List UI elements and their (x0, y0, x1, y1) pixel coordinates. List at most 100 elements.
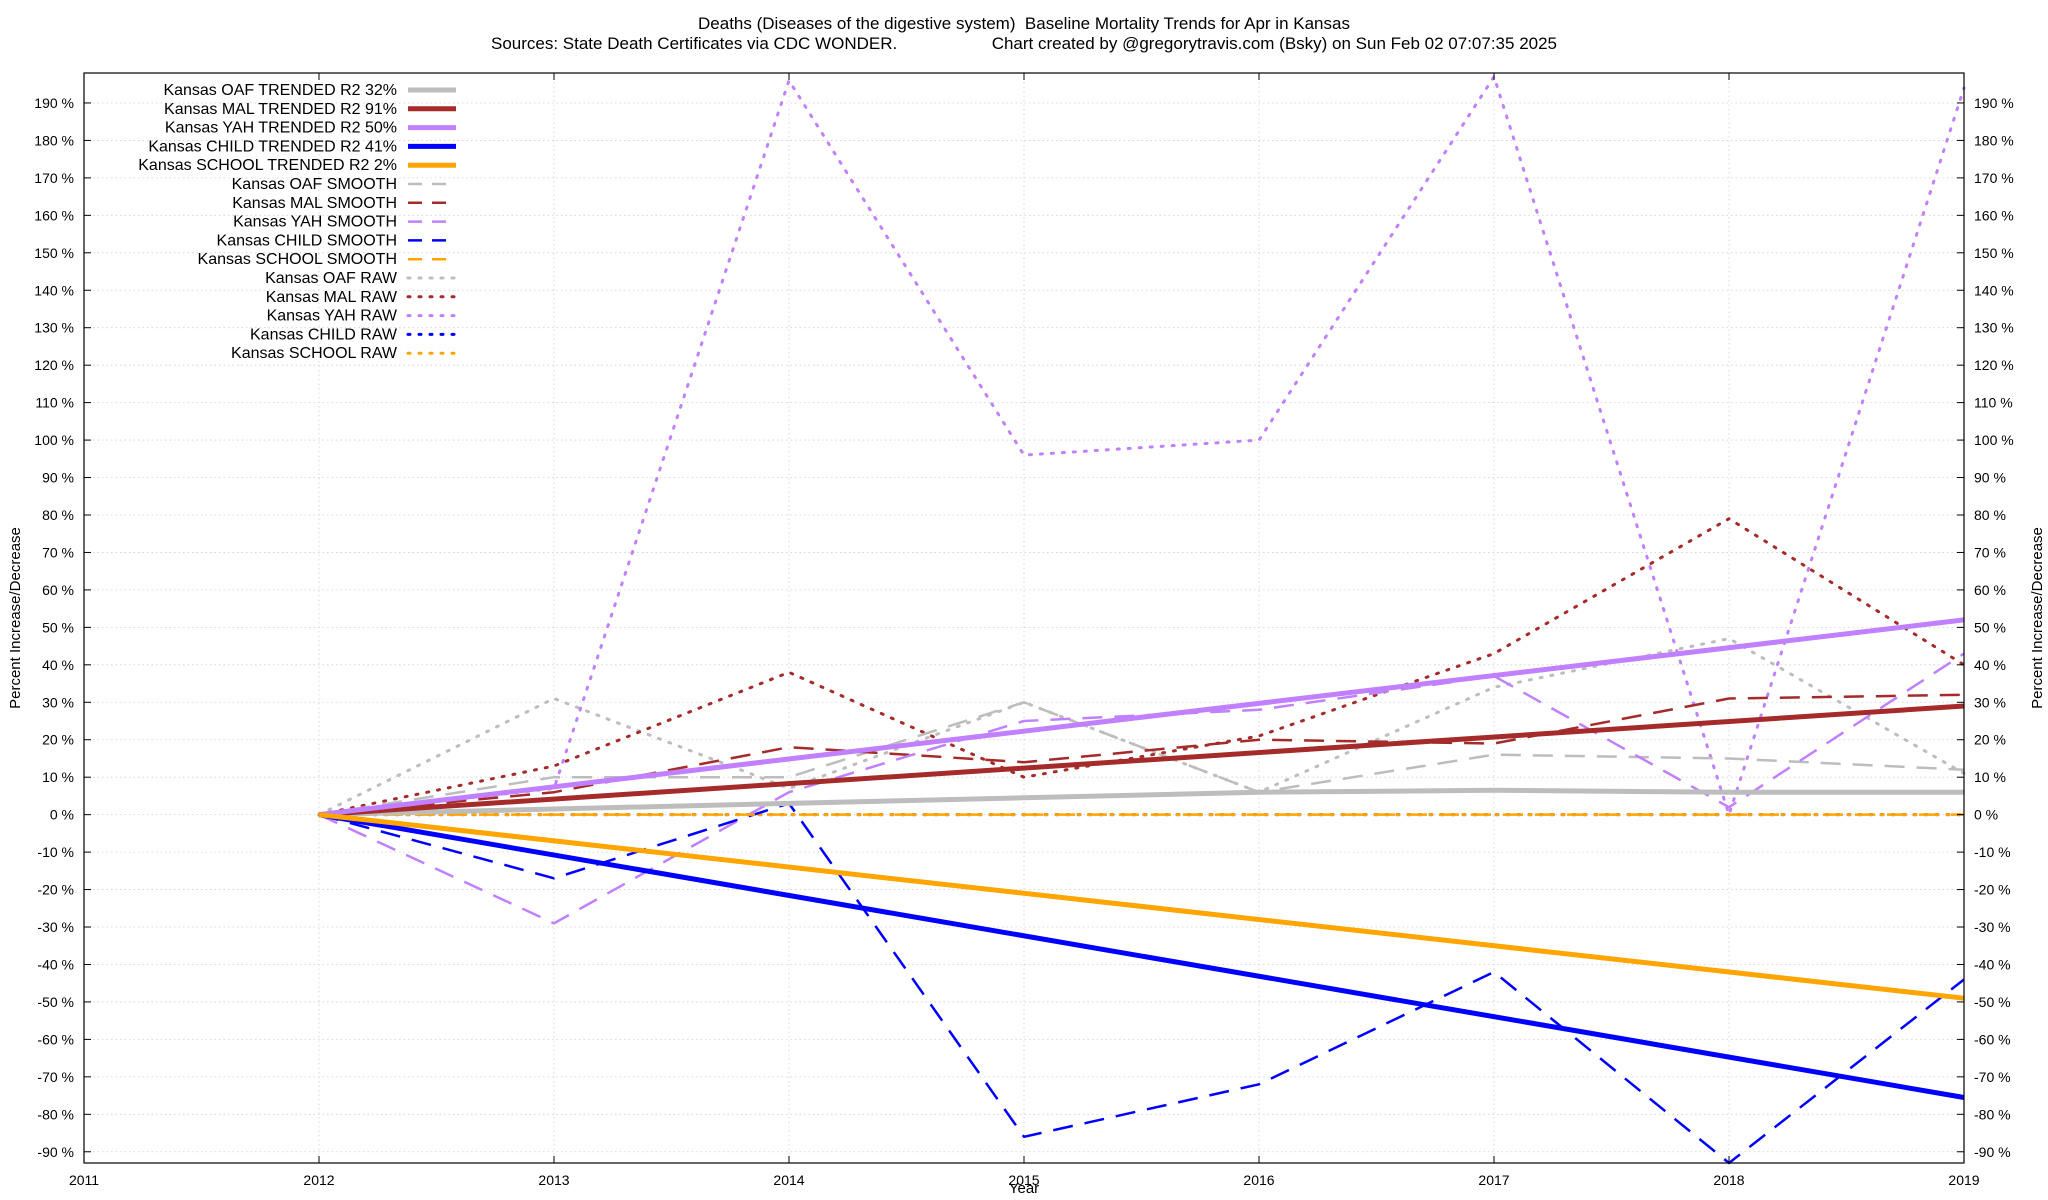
y2-tick-label: 80 % (1974, 507, 2006, 523)
series-line-13 (317, 75, 1966, 817)
legend-label: Kansas YAH TRENDED R2 50% (165, 120, 397, 137)
legend-label: Kansas SCHOOL RAW (231, 345, 398, 362)
y-tick-label: -10 % (37, 844, 74, 860)
y-tick-label: -60 % (37, 1031, 74, 1047)
x-tick-label: 2014 (773, 1172, 804, 1188)
legend-label: Kansas SCHOOL TRENDED R2 2% (138, 157, 397, 174)
y-tick-label: 30 % (42, 694, 74, 710)
y-tick-label: -30 % (37, 919, 74, 935)
y2-tick-label: -30 % (1974, 919, 2011, 935)
y2-tick-label: -60 % (1974, 1031, 2011, 1047)
x-tick-label: 2015 (1008, 1172, 1039, 1188)
y2-tick-label: 60 % (1974, 582, 2006, 598)
y2-tick-label: -50 % (1974, 994, 2011, 1010)
y2-tick-label: 140 % (1974, 282, 2014, 298)
y2-tick-label: 180 % (1974, 132, 2014, 148)
y2-tick-label: 190 % (1974, 95, 2014, 111)
legend-label: Kansas OAF RAW (265, 270, 398, 287)
x-axis-label: Year (1009, 1180, 1039, 1197)
y2-tick-label: -40 % (1974, 956, 2011, 972)
y-tick-label: 170 % (34, 170, 74, 186)
x-tick-label: 2011 (69, 1172, 99, 1188)
legend-label: Kansas CHILD TRENDED R2 41% (148, 138, 397, 155)
series-line-9 (318, 802, 1965, 1165)
y-tick-label: 140 % (34, 282, 74, 298)
y2-tick-label: 110 % (1974, 395, 2013, 411)
x-tick-label: 2016 (1243, 1172, 1274, 1188)
y2-tick-label: 40 % (1974, 657, 2006, 673)
y-tick-label: 160 % (34, 207, 74, 223)
series-line-2 (318, 703, 1965, 818)
y2-tick-label: 10 % (1974, 769, 2006, 785)
credit-text: Chart created by @gregorytravis.com (Bsk… (991, 34, 1558, 53)
y-tick-label: -20 % (37, 882, 74, 898)
series-line-5 (318, 812, 1965, 1001)
legend-label: Kansas MAL RAW (266, 289, 398, 306)
legend-label: Kansas CHILD SMOOTH (217, 232, 397, 249)
legend-label: Kansas MAL TRENDED R2 91% (164, 101, 397, 118)
legend-label: Kansas YAH SMOOTH (233, 214, 397, 231)
y-tick-label: 150 % (34, 245, 74, 261)
legend: Kansas OAF TRENDED R2 32% Kansas MAL TREN… (138, 82, 458, 362)
legend-label: Kansas CHILD RAW (250, 326, 398, 343)
y2-tick-label: 70 % (1974, 544, 2006, 560)
y-tick-label: -40 % (37, 956, 74, 972)
x-tick-label: 2018 (1713, 1172, 1744, 1188)
sources-text: Sources: State Death Certificates via CD… (490, 34, 898, 53)
y-tick-label: 10 % (42, 769, 74, 785)
y2-tick-label: 160 % (1974, 207, 2014, 223)
series-line-3 (318, 617, 1965, 818)
y-tick-label: -90 % (37, 1144, 74, 1160)
x-tick-label: 2013 (538, 1172, 569, 1188)
y-tick-label: 50 % (42, 619, 74, 635)
y-tick-label: 60 % (42, 582, 74, 598)
legend-label: Kansas OAF SMOOTH (232, 176, 397, 193)
y2-tick-label: 150 % (1974, 245, 2014, 261)
y-tick-label: 130 % (34, 320, 74, 336)
series-lines (317, 75, 1966, 1165)
y-tick-label: 20 % (42, 732, 74, 748)
series-line-6 (318, 701, 1965, 816)
x-tick-label: 2019 (1948, 1172, 1979, 1188)
y-tick-label: 110 % (35, 395, 74, 411)
legend-label: Kansas MAL SMOOTH (232, 195, 397, 212)
y-tick-label: 120 % (34, 357, 74, 373)
series-line-4 (318, 812, 1965, 1100)
y2-tick-label: 170 % (1974, 170, 2014, 186)
y2-tick-label: -80 % (1974, 1106, 2011, 1122)
y2-tick-label: -90 % (1974, 1144, 2011, 1160)
axis-ticks: -90 % -90 % -80 % -80 % -70 % -70 % -60 % -60 %… (34, 73, 2014, 1188)
y-tick-label: -70 % (37, 1069, 74, 1085)
y2-tick-label: 50 % (1974, 619, 2006, 635)
y2-tick-label: 0 % (1974, 807, 1998, 823)
x-tick-label: 2017 (1478, 1172, 1509, 1188)
y2-tick-label: -20 % (1974, 882, 2011, 898)
y2-tick-label: 130 % (1974, 320, 2014, 336)
y-tick-label: 90 % (42, 470, 74, 486)
chart-subtitle: Sources: State Death Certificates via CD… (0, 34, 2048, 54)
legend-label: Kansas YAH RAW (267, 308, 398, 325)
y-tick-label: -80 % (37, 1106, 74, 1122)
y2-tick-label: 90 % (1974, 470, 2006, 486)
series-line-8 (318, 652, 1965, 925)
x-tick-label: 2012 (303, 1172, 334, 1188)
y-tick-label: 40 % (42, 657, 74, 673)
y-tick-label: 100 % (34, 432, 74, 448)
series-line-12 (317, 517, 1966, 817)
y-tick-label: 190 % (34, 95, 74, 111)
y-tick-label: 70 % (42, 544, 74, 560)
series-line-7 (318, 693, 1965, 816)
chart-title: Deaths (Diseases of the digestive system… (698, 14, 1350, 33)
y-tick-label: 0 % (50, 807, 74, 823)
legend-label: Kansas SCHOOL SMOOTH (198, 251, 397, 268)
y2-tick-label: -70 % (1974, 1069, 2011, 1085)
y2-tick-label: -10 % (1974, 844, 2011, 860)
y2-tick-label: 30 % (1974, 694, 2006, 710)
y-tick-label: 180 % (34, 132, 74, 148)
y2-axis-label: Percent Increase/Decrease (2029, 527, 2046, 709)
y-tick-label: -50 % (37, 994, 74, 1010)
y2-tick-label: 20 % (1974, 732, 2006, 748)
series-line-1 (318, 787, 1964, 818)
y-axis-label: Percent Increase/Decrease (7, 527, 24, 709)
